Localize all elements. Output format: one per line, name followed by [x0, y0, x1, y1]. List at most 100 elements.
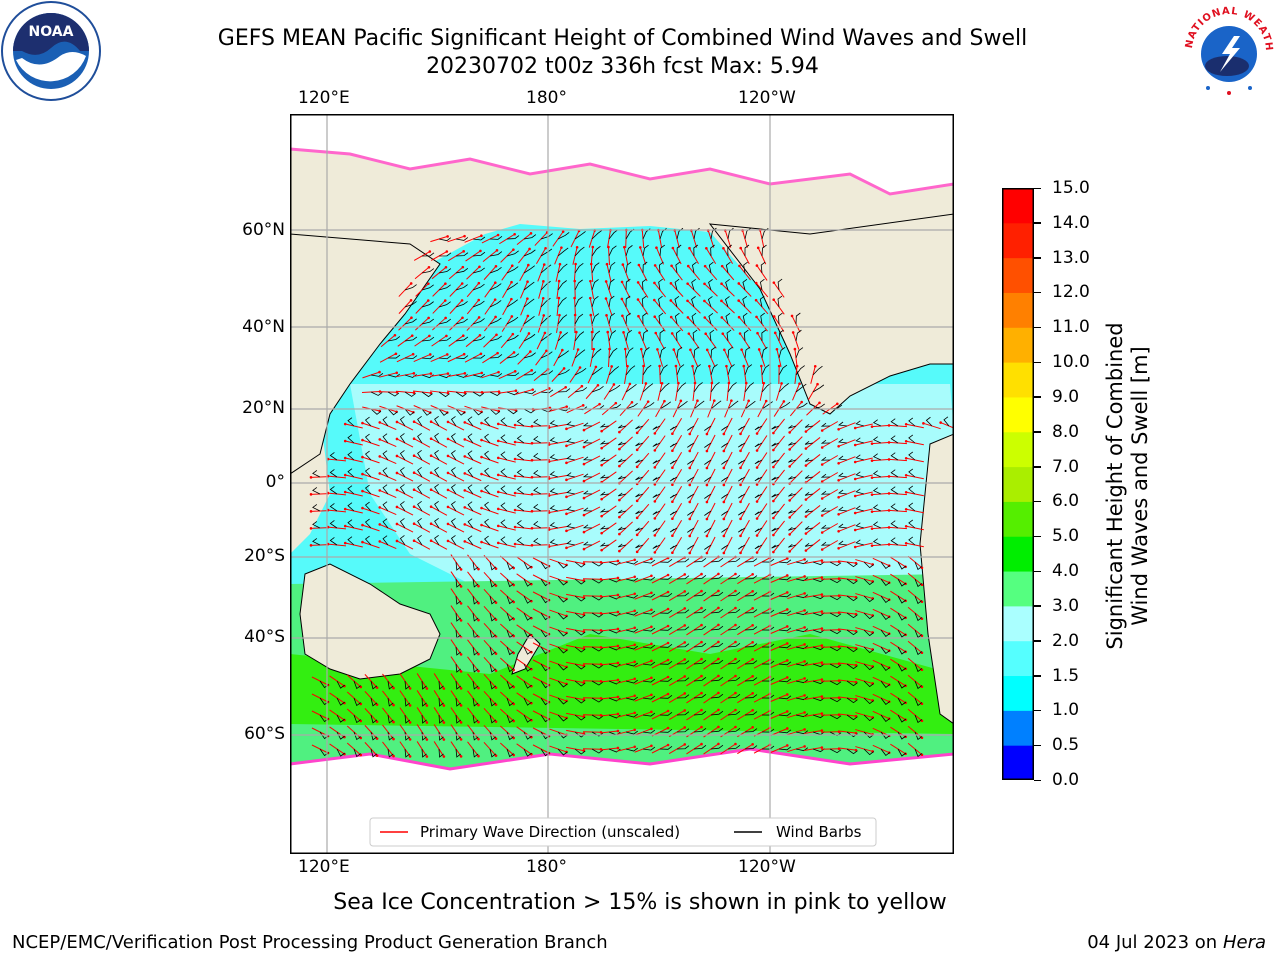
- wind-barb: [669, 510, 678, 516]
- wave-direction-arrow-head: [589, 262, 593, 266]
- wind-barb: [574, 387, 588, 393]
- wind-barb: [642, 244, 649, 257]
- wind-barb: [744, 558, 758, 563]
- wind-barb: [687, 544, 695, 550]
- wind-barb: [608, 330, 617, 342]
- wind-barb: [880, 561, 891, 569]
- wind-barb: [421, 301, 434, 308]
- wave-direction-arrow-head: [462, 250, 465, 253]
- wave-direction-arrow-head: [780, 382, 783, 385]
- wind-barb: [897, 595, 907, 604]
- wind-barb: [382, 433, 389, 444]
- wave-direction-arrow-head: [395, 371, 399, 375]
- noaa-logo: NOAA: [1, 1, 101, 101]
- wind-barb: [625, 679, 638, 684]
- wave-direction-arrow-head: [480, 234, 483, 238]
- wind-barb: [820, 524, 831, 529]
- wind-barb: [438, 714, 444, 724]
- colorbar-tick-mark: [1034, 744, 1041, 747]
- wind-barb: [625, 713, 638, 718]
- wave-direction-arrow-head: [545, 349, 548, 353]
- wind-barb: [387, 408, 398, 416]
- wave-direction-arrow-head: [788, 533, 791, 536]
- wind-barb: [387, 748, 394, 758]
- wind-barb: [721, 459, 729, 465]
- colorbar-tick-mark: [1034, 640, 1041, 642]
- wave-direction-arrow-head: [626, 364, 629, 368]
- wave-direction-arrow-head: [477, 737, 480, 741]
- wind-barb: [582, 456, 593, 461]
- wave-direction-arrow-head: [803, 745, 806, 748]
- wave-direction-arrow-head: [804, 515, 808, 518]
- wave-direction-arrow-head: [666, 658, 670, 662]
- wind-barb: [914, 680, 923, 690]
- wave-direction-arrow-head: [803, 711, 806, 714]
- wind-barb: [760, 261, 766, 274]
- wind-barb: [472, 680, 479, 690]
- wind-barb: [710, 346, 716, 359]
- wave-direction-arrow-head: [582, 513, 586, 517]
- wind-barb: [727, 574, 741, 580]
- wind-barb: [608, 312, 615, 325]
- wave-direction-arrow-head: [837, 444, 840, 448]
- wind-barb: [434, 483, 440, 495]
- wind-barb: [642, 312, 648, 325]
- wave-direction-arrow-head: [394, 352, 398, 356]
- wave-direction-arrow-head: [582, 530, 586, 534]
- lat-label-20s: 20°S: [244, 546, 285, 566]
- wave-direction-arrow-head: [445, 250, 449, 253]
- wind-barb: [533, 453, 542, 461]
- wind-barb: [863, 731, 874, 739]
- wind-barb: [744, 346, 751, 359]
- wind-barb: [566, 489, 576, 495]
- wind-barb: [795, 347, 804, 359]
- wind-barb: [795, 329, 802, 342]
- wind-barb: [574, 561, 586, 568]
- wave-direction-arrow-head: [574, 262, 577, 266]
- wave-direction-arrow-head: [671, 517, 674, 521]
- wave-direction-arrow-head: [608, 347, 611, 351]
- wind-barb: [591, 646, 604, 652]
- wind-barb: [693, 244, 699, 257]
- wave-direction-arrow-head: [463, 455, 467, 458]
- wind-barb: [890, 537, 899, 546]
- wind-barb: [897, 731, 907, 740]
- wind-barb: [404, 408, 415, 416]
- wave-direction-arrow-head: [635, 448, 639, 452]
- wind-barb: [872, 470, 882, 478]
- wind-barb: [438, 374, 451, 379]
- wind-barb: [574, 349, 586, 359]
- lat-label-40s: 40°S: [244, 627, 285, 647]
- wave-direction-arrow-head: [666, 675, 670, 679]
- wind-barb: [506, 646, 514, 656]
- wave-direction-arrow-head: [565, 427, 568, 431]
- wind-barb: [489, 697, 497, 707]
- wave-direction-arrow-head: [309, 527, 313, 530]
- wind-barb: [908, 502, 916, 512]
- wave-direction-arrow-head: [650, 557, 653, 561]
- wind-barb: [727, 227, 734, 240]
- wave-direction-arrow-head: [804, 430, 808, 433]
- wind-barb: [829, 629, 842, 635]
- wave-direction-arrow-head: [616, 593, 620, 597]
- wind-barb: [549, 420, 559, 427]
- wind-barb: [370, 714, 378, 724]
- colorbar-tick-label: 3.0: [1052, 595, 1080, 616]
- wind-barb: [820, 473, 831, 478]
- wind-barb: [399, 433, 406, 444]
- wind-barb: [591, 663, 604, 669]
- wave-direction-arrow-head: [361, 438, 364, 442]
- wave-direction-arrow-head: [820, 610, 824, 613]
- wind-barb: [669, 544, 678, 550]
- wave-direction-arrow-head: [378, 489, 382, 492]
- wind-barb: [669, 459, 678, 465]
- wave-direction-arrow-head: [620, 280, 624, 284]
- wind-barb: [574, 331, 585, 342]
- wind-barb: [880, 595, 891, 603]
- footer-date-text: 04 Jul 2023 on: [1087, 932, 1223, 953]
- wind-barb: [312, 504, 321, 512]
- wind-barb: [642, 261, 648, 274]
- wind-barb: [557, 314, 568, 325]
- wave-direction-arrow-head: [785, 557, 789, 560]
- wave-direction-arrow-head: [785, 710, 789, 713]
